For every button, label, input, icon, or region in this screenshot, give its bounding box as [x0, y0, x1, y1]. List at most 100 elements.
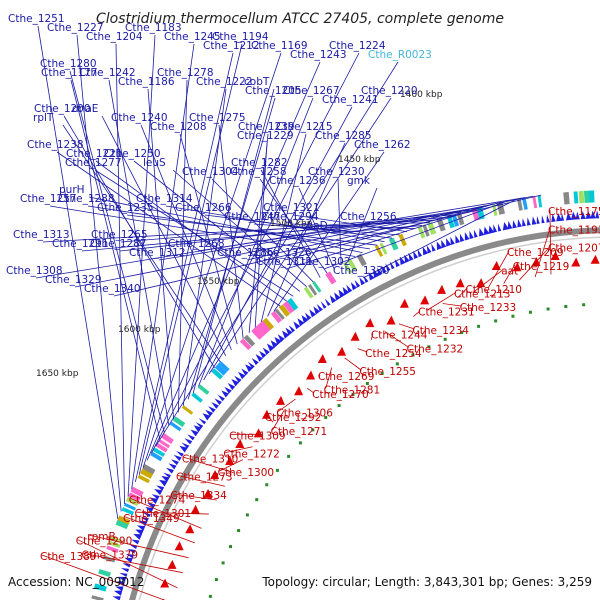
forward-gene-label[interactable]: Cthe_1302 — [294, 256, 351, 268]
forward-gene-label[interactable]: Cthe_1183 — [125, 22, 182, 34]
reverse-gene-label[interactable]: Cthe_1234 — [412, 325, 469, 337]
forward-gene-label[interactable]: Cthe_1326 — [255, 247, 312, 259]
reverse-gene-label[interactable]: Cthe_1290 — [76, 536, 133, 548]
forward-gene-label[interactable]: Cthe_1304 — [182, 166, 239, 178]
forward-gene-label[interactable]: cobT — [244, 76, 270, 88]
forward-gene-label[interactable]: Cthe_1227 — [47, 22, 104, 34]
forward-gene-label[interactable]: Cthe_1313 — [13, 229, 70, 241]
forward-gene-label[interactable]: Cthe_1294 — [262, 211, 319, 223]
forward-gene-label[interactable]: Cthe_1250 — [104, 148, 161, 160]
forward-gene-label[interactable]: Cthe_1266 — [175, 202, 232, 214]
forward-gene-label[interactable]: Cthe_1169 — [251, 40, 308, 52]
reverse-gene-label[interactable]: Cthe_1389 — [40, 551, 97, 563]
reverse-gene-label[interactable]: Cthe_1301 — [135, 508, 192, 520]
forward-gene-label[interactable]: Cthe_1240 — [111, 112, 168, 124]
reverse-gene-label[interactable]: Cthe_1231 — [418, 307, 475, 319]
reverse-gene-label[interactable]: Cthe_1273 — [176, 472, 233, 484]
forward-gene-label[interactable]: Cthe_1287 — [90, 238, 147, 250]
reverse-gene-label[interactable]: Cthe_1232 — [407, 343, 464, 355]
forward-gene-label[interactable]: Cthe_1200 — [34, 103, 91, 115]
forward-gene-label[interactable]: Cthe_1235 — [97, 202, 154, 214]
forward-gene-label[interactable]: Cthe_1265 — [91, 229, 148, 241]
forward-gene-label[interactable]: Cthe_1257 — [20, 193, 77, 205]
forward-gene-label[interactable]: Cthe_1288 — [58, 193, 115, 205]
forward-gene-label[interactable]: Cthe_1247 — [224, 211, 281, 223]
reverse-gene-label[interactable]: Cthe_1274 — [129, 494, 186, 506]
forward-gene-label[interactable]: Cthe_1238 — [27, 139, 84, 151]
forward-gene-label[interactable]: Cthe_1224 — [329, 40, 386, 52]
forward-gene-label[interactable]: Cthe_1308 — [6, 265, 63, 277]
forward-gene-label[interactable]: Cthe_1239 — [238, 121, 295, 133]
forward-gene-label[interactable]: Cthe_1186 — [118, 76, 175, 88]
forward-gene-label[interactable]: Cthe_1258 — [230, 166, 287, 178]
forward-gene-label[interactable]: Cthe_1277 — [65, 157, 122, 169]
forward-gene-label[interactable]: Cthe_1321 — [263, 202, 320, 214]
forward-gene-label[interactable]: Cthe_1340 — [84, 283, 141, 295]
reverse-gene-label[interactable]: Cthe_1281 — [324, 385, 381, 397]
reverse-gene-label[interactable]: Cthe_1210 — [465, 284, 522, 296]
forward-gene-label[interactable]: gmk — [347, 175, 371, 187]
forward-gene-label[interactable]: Cthe_1286 — [217, 247, 274, 259]
reverse-gene-label[interactable]: Cthe_1334 — [170, 490, 227, 502]
forward-gene-label[interactable]: leuS — [143, 157, 166, 169]
forward-gene-label[interactable]: Cthe_1215 — [276, 121, 333, 133]
forward-gene-label[interactable]: Cthe_1251 — [8, 13, 65, 25]
forward-gene-label[interactable]: Cthe_1330 — [333, 265, 390, 277]
forward-gene-label[interactable]: Cthe_1312 — [129, 247, 186, 259]
reverse-gene-label[interactable]: Cthe_1254 — [365, 348, 422, 360]
forward-gene-label[interactable]: Cthe_1268 — [168, 238, 225, 250]
forward-gene-label[interactable]: Cthe_1311 — [256, 256, 313, 268]
forward-gene-label[interactable]: Cthe_1314 — [136, 193, 193, 205]
forward-gene-label[interactable]: Cthe_1278 — [157, 67, 214, 79]
forward-gene-label[interactable]: Cthe_1245 — [164, 31, 221, 43]
reverse-gene-label[interactable]: Cthe_1175 — [548, 206, 600, 218]
forward-gene-label[interactable]: Cthe_1220 — [361, 85, 418, 97]
forward-gene-label[interactable]: Cthe_1230 — [308, 166, 365, 178]
reverse-gene-label[interactable]: Cthe_1209 — [507, 247, 564, 259]
reverse-gene-label[interactable]: rpmB — [87, 531, 115, 543]
forward-gene-label[interactable]: Cthe_1267 — [283, 85, 340, 97]
reverse-gene-label[interactable]: Cthe_1292 — [265, 412, 322, 424]
forward-gene-label[interactable]: Cthe_1282 — [231, 157, 288, 169]
forward-gene-label[interactable]: Cthe_1194 — [212, 31, 269, 43]
forward-gene-label[interactable]: Cthe_1222 — [196, 76, 253, 88]
forward-gene-label[interactable]: Cthe_1236 — [269, 175, 326, 187]
reverse-gene-label[interactable]: Cthe_1272 — [223, 449, 280, 461]
forward-gene-label[interactable]: Cthe_1177 — [41, 67, 98, 79]
forward-gene-label[interactable]: Cthe_R0023 — [368, 49, 432, 61]
forward-gene-label[interactable]: purH — [59, 184, 85, 196]
reverse-gene-label[interactable]: Cthe_1310 — [182, 453, 239, 465]
forward-gene-label[interactable]: Cthe_1204 — [86, 31, 143, 43]
reverse-gene-label[interactable]: Cthe_1306 — [276, 407, 333, 419]
reverse-gene-label[interactable]: Cthe_1270 — [312, 389, 369, 401]
reverse-gene-label[interactable]: Cthe_1213 — [454, 288, 511, 300]
forward-gene-label[interactable]: rplT — [33, 112, 54, 124]
reverse-gene-label[interactable]: Cthe_1193 — [548, 224, 600, 236]
forward-gene-label[interactable]: Cthe_1285 — [315, 130, 372, 142]
forward-gene-label[interactable]: Cthe_1241 — [322, 94, 379, 106]
reverse-gene-label[interactable]: Cthe_1219 — [513, 261, 570, 273]
forward-gene-label[interactable]: coaD — [301, 220, 328, 232]
forward-gene-label[interactable]: Cthe_1243 — [290, 49, 347, 61]
forward-gene-label[interactable]: Cthe_1256 — [340, 211, 397, 223]
reverse-gene-label[interactable]: Cthe_1300 — [218, 467, 275, 479]
forward-gene-label[interactable]: Cthe_1212 — [203, 40, 260, 52]
reverse-gene-label[interactable]: Cthe_1244 — [371, 330, 428, 342]
reverse-gene-label[interactable]: aat — [501, 266, 518, 278]
forward-gene-label[interactable]: Cthe_1221 — [66, 148, 123, 160]
forward-gene-label[interactable]: Cthe_1275 — [189, 112, 246, 124]
forward-gene-label[interactable]: Cthe_1205 — [245, 85, 302, 97]
forward-gene-label[interactable]: Cthe_1208 — [150, 121, 207, 133]
reverse-gene-label[interactable]: Cthe_1233 — [460, 302, 517, 314]
reverse-gene-label[interactable]: Cthe_1309 — [229, 430, 286, 442]
reverse-gene-label[interactable]: Cthe_1379 — [82, 549, 139, 561]
forward-gene-label[interactable]: Cthe_1229 — [237, 130, 294, 142]
forward-gene-label[interactable]: Cthe_1291 — [52, 238, 109, 250]
reverse-gene-label[interactable]: Cthe_1255 — [359, 366, 416, 378]
reverse-gene-label[interactable]: Cthe_1349 — [123, 513, 180, 525]
forward-gene-label[interactable]: Cthe_1329 — [45, 274, 102, 286]
forward-gene-label[interactable]: Cthe_1280 — [40, 58, 97, 70]
reverse-gene-label[interactable]: Cthe_1207 — [548, 243, 600, 255]
reverse-gene-label[interactable]: Cthe_1269 — [318, 371, 375, 383]
forward-gene-label[interactable]: Cthe_1262 — [354, 139, 411, 151]
